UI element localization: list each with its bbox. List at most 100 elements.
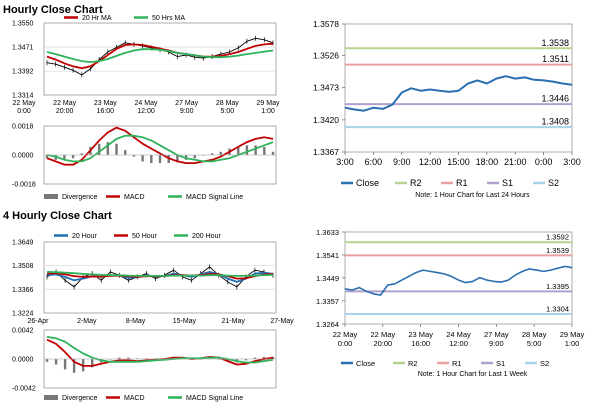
x-tick-label: 27 May 9:00 xyxy=(484,330,509,348)
x-tick-label: 21:00 xyxy=(504,157,527,167)
x-tick-label: 2-May xyxy=(77,318,97,325)
divergence-bar xyxy=(226,359,229,362)
plot-frame xyxy=(344,23,573,153)
divergence-bar xyxy=(262,356,266,359)
divergence-bar xyxy=(54,359,58,365)
divergence-bar xyxy=(91,359,94,368)
x-tick-label: 24 May 12:00 xyxy=(135,100,158,115)
legend-label-close: Close xyxy=(356,359,375,368)
y-tick-label: 1.3550 xyxy=(12,21,34,28)
divergence-bar xyxy=(263,146,266,155)
x-tick-label: 0:00 xyxy=(535,157,553,167)
series-line-20-hr-ma xyxy=(46,42,274,70)
divergence-bar xyxy=(45,155,49,159)
y-tick-label: 1.3578 xyxy=(313,19,339,29)
legend-label-divergence: Divergence xyxy=(62,194,98,201)
y-tick-label: 1.3314 xyxy=(12,93,34,100)
y-tick-label: 1.3449 xyxy=(316,274,339,283)
x-tick-label: 15:00 xyxy=(447,157,470,167)
divergence-bar xyxy=(176,155,179,162)
x-tick-label: 8-May xyxy=(126,318,146,325)
legend-label-macd: MACD xyxy=(124,194,145,201)
pivot-label-r2: 1.3592 xyxy=(546,233,569,242)
divergence-bar xyxy=(253,357,257,359)
legend-label-r2: R2 xyxy=(410,178,422,188)
y-tick-label: 0.0042 xyxy=(12,328,34,335)
legend-label-20-hr-ma: 20 Hr MA xyxy=(82,15,112,22)
legend-label-r1: R1 xyxy=(452,359,462,368)
series-line-macd-signal-line xyxy=(46,336,274,364)
pivot-label-r1: 1.3539 xyxy=(546,246,569,255)
y-tick-label: 1.3508 xyxy=(12,263,34,270)
divergence-bar xyxy=(193,155,196,159)
divergence-bar xyxy=(97,143,101,155)
series-line-50-hrs-ma xyxy=(46,48,274,63)
four-hourly-macd-chart: 0.0042 0.0000 -0.0042 Divergence MACD MACD Si… xyxy=(12,328,277,402)
x-tick-label: 22 May 20:00 xyxy=(53,100,76,115)
x-tick-label: 29 May 1:00 xyxy=(560,330,585,348)
legend-label-20-hour: 20 Hour xyxy=(72,233,98,240)
legend-label-s1: S1 xyxy=(496,359,505,368)
legend-label-macd: MACD xyxy=(124,395,145,402)
x-tick-label: 12:00 xyxy=(419,157,442,167)
divergence-bar xyxy=(202,155,205,156)
plot-frame xyxy=(43,241,277,314)
hourly-macd-chart: 0.0018 0.0000 -0.0018 Divergence MACD MACD Si… xyxy=(12,124,277,201)
divergence-bar xyxy=(217,359,220,360)
y-tick-label: 1.3420 xyxy=(313,115,339,125)
divergence-bar xyxy=(158,155,162,164)
pivot-label-r2: 1.3538 xyxy=(541,38,569,48)
divergence-bar xyxy=(118,357,121,359)
x-tick-label: 9:00 xyxy=(393,157,411,167)
hourly-section-title: Hourly Close Chart xyxy=(3,4,103,16)
x-tick-label: 22 May 0:00 xyxy=(333,330,358,348)
divergence-bar xyxy=(115,143,118,155)
series-line-close xyxy=(344,75,573,112)
x-tick-label: 28 May 5:00 xyxy=(216,100,239,115)
x-tick-label: 26-Apr xyxy=(27,318,49,325)
y-tick-label: 0.0000 xyxy=(12,357,34,364)
divergence-bar xyxy=(210,153,214,155)
x-tick-label: 15-May xyxy=(173,318,197,325)
legend-label-macd-signal-line: MACD Signal Line xyxy=(186,395,243,402)
divergence-bar xyxy=(245,145,249,155)
divergence-bar xyxy=(271,151,275,155)
divergence-bar xyxy=(45,359,49,362)
divergence-bar xyxy=(208,358,211,359)
y-tick-label: 1.3357 xyxy=(316,297,339,306)
divergence-bar xyxy=(80,153,83,155)
divergence-bar xyxy=(132,155,136,157)
legend-swatch-divergence xyxy=(44,194,58,199)
y-tick-label: 1.3541 xyxy=(316,251,339,260)
legend-label-50-hour: 50 Hour xyxy=(132,233,158,240)
x-tick-label: 24 May 12:00 xyxy=(446,330,471,348)
pivot-label-s1: 1.3395 xyxy=(546,282,569,291)
y-tick-label: 1.3526 xyxy=(313,51,339,61)
hourly-pivot-chart: 1.3578 1.3526 1.3473 1.3420 1.3367 1.3538 1.35… xyxy=(313,19,581,199)
divergence-bar xyxy=(124,150,127,155)
legend-label-s2: S2 xyxy=(540,359,549,368)
x-tick-label: 18:00 xyxy=(476,157,499,167)
x-tick-label: 22 May 0:00 xyxy=(13,100,36,115)
x-tick-label: 21-May xyxy=(222,318,246,325)
legend-label-200-hour: 200 Hour xyxy=(192,233,221,240)
legend-label-50-hrs-ma: 50 Hrs MA xyxy=(152,15,185,22)
y-tick-label: 1.3264 xyxy=(316,320,339,329)
x-tick-label: 29 May 1:00 xyxy=(257,100,280,115)
x-tick-label: 3:00 xyxy=(336,157,354,167)
divergence-bar xyxy=(199,359,202,360)
y-tick-label: 1.3471 xyxy=(12,45,34,52)
pivot-label-s2: 1.3304 xyxy=(546,305,569,314)
legend-swatch-divergence xyxy=(44,395,58,400)
x-tick-label: 23 May 16:00 xyxy=(408,330,433,348)
legend-label-r1: R1 xyxy=(456,178,468,188)
pivot-label-s2: 1.3408 xyxy=(541,117,569,127)
x-tick-label: 28 May 5:00 xyxy=(522,330,547,348)
series-line-macd-signal-line xyxy=(46,134,274,163)
chart-note: Note: 1 Hour Chart for Last 1 Week xyxy=(418,371,528,378)
divergence-bar xyxy=(127,357,130,359)
divergence-bar xyxy=(109,359,112,360)
divergence-bar xyxy=(136,358,139,359)
x-tick-label: 6:00 xyxy=(365,157,383,167)
